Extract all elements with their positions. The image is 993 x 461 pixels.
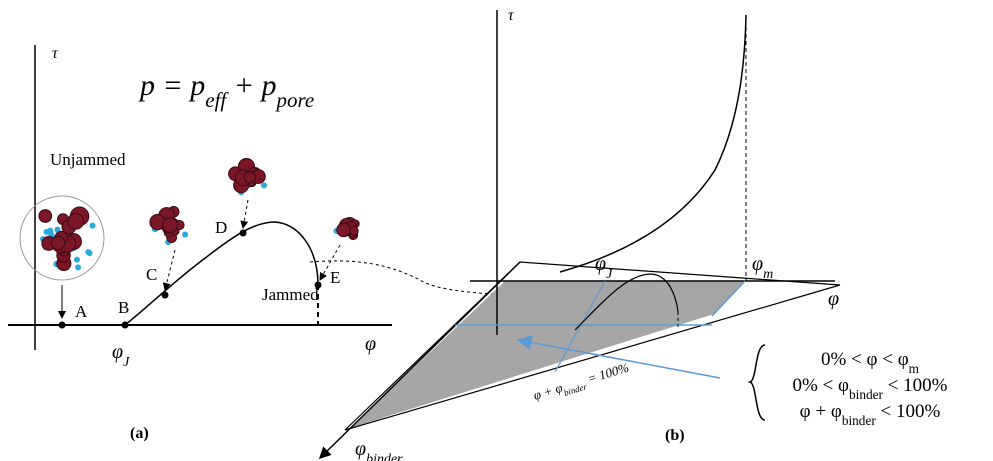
brace <box>750 345 765 420</box>
particle <box>39 210 52 223</box>
subscript: binder <box>849 387 884 402</box>
particle <box>182 231 188 237</box>
text-part: = 100% <box>583 360 631 388</box>
subscript: binder <box>562 381 588 398</box>
particle <box>349 227 358 236</box>
label: Unjammed <box>50 150 126 169</box>
arrow <box>243 200 248 228</box>
text-part: 0% < φ <box>792 375 849 396</box>
particles <box>39 158 359 270</box>
text-part: < 100% <box>883 375 948 396</box>
tau-label: τ <box>508 7 515 24</box>
particle <box>87 250 93 256</box>
constraint: φ + φbinder < 100% <box>800 401 941 428</box>
point <box>240 230 247 237</box>
subscript: m <box>909 361 920 376</box>
constraint: 0% < φ < φm <box>821 349 920 376</box>
point <box>59 322 66 329</box>
x-label: φ <box>365 333 376 355</box>
particle <box>337 223 351 237</box>
text-part: φ <box>355 438 366 460</box>
point-label: D <box>215 218 227 237</box>
text-part: 0% < φ < φ <box>821 349 909 370</box>
text-part: < 100% <box>876 401 941 422</box>
subscript: J <box>606 267 613 282</box>
particle <box>163 218 178 233</box>
subscript: binder <box>366 452 403 461</box>
particle <box>90 223 96 229</box>
particle <box>68 213 84 229</box>
caption: (b) <box>665 427 685 444</box>
particle <box>74 257 80 263</box>
particle <box>244 171 255 182</box>
subscript: pore <box>275 88 315 112</box>
plane <box>350 281 745 428</box>
curve <box>560 15 746 272</box>
text-part: p = p <box>138 69 205 102</box>
point <box>162 292 169 299</box>
phi-m: φm <box>752 253 773 282</box>
x-label: φ <box>828 288 839 310</box>
line-label: φ + φbinder = 100% <box>531 360 631 407</box>
text-part: φ <box>595 253 606 275</box>
text-part: φ + φ <box>800 401 842 422</box>
particle <box>51 236 64 249</box>
label: Jammed <box>262 285 319 304</box>
particle <box>75 264 81 270</box>
tau-label: τ <box>52 45 59 62</box>
text-part: φ <box>752 253 763 275</box>
text-part: + p <box>226 69 276 102</box>
constraint: 0% < φbinder < 100% <box>792 375 947 402</box>
subscript: J <box>123 355 130 370</box>
point-label: B <box>118 298 129 317</box>
subscript: m <box>763 267 773 282</box>
subscript: binder <box>842 413 877 428</box>
equation: p = peff + ppore <box>138 69 314 112</box>
points <box>59 230 322 329</box>
figure: τ p = peff + ppore Unjammed Jammed A B C… <box>0 0 993 461</box>
phi-j: φJ <box>595 253 613 282</box>
z-label: φbinder <box>355 438 403 461</box>
text-part: φ <box>112 341 123 363</box>
point-label: E <box>330 268 340 287</box>
point <box>122 322 129 329</box>
caption: (a) <box>130 425 149 442</box>
point-label: A <box>75 302 88 321</box>
particle <box>261 182 267 188</box>
text-part: φ + φ <box>531 380 564 403</box>
phi-j: φJ <box>112 341 130 370</box>
point-label: C <box>146 265 157 284</box>
